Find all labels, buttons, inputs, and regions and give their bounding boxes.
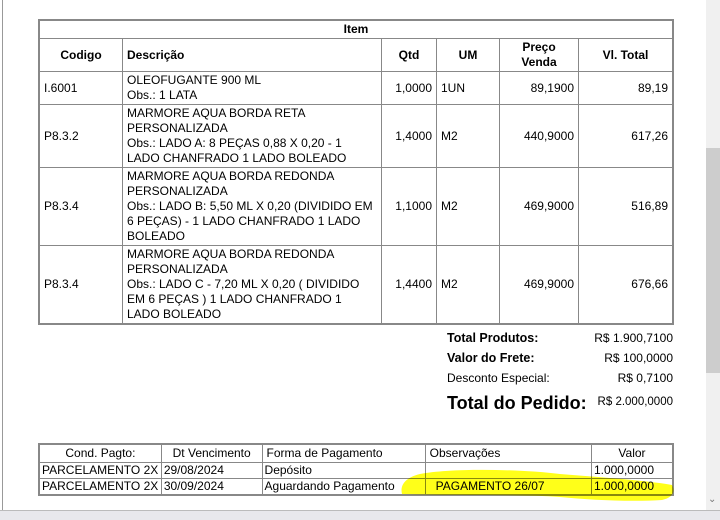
col-observacoes: Observações — [424, 443, 592, 463]
preco: 440,9000 — [499, 104, 579, 168]
total-produtos-value: R$ 1.900,7100 — [594, 331, 673, 345]
col-preco: Preço Venda — [499, 38, 579, 72]
preco: 469,9000 — [499, 245, 579, 325]
valor: 1.000,0000 — [590, 462, 674, 479]
qtd: 1,0000 — [381, 71, 437, 105]
frete-label: Valor do Frete: — [447, 351, 535, 365]
table-row: P8.3.4 MARMORE AQUA BORDA REDONDA PERSON… — [38, 167, 674, 246]
table-row: P8.3.2 MARMORE AQUA BORDA RETA PERSONALI… — [38, 104, 674, 168]
codigo: P8.3.4 — [38, 245, 123, 325]
total: 516,89 — [578, 167, 674, 246]
descricao-text: MARMORE AQUA BORDA REDONDA PERSONALIZADA — [127, 169, 334, 198]
valor: 1.000,0000 — [590, 478, 674, 496]
obs — [424, 462, 592, 479]
col-dt-vencimento: Dt Vencimento — [160, 443, 263, 463]
total-pedido: Total do Pedido: R$ 2.000,0000 — [447, 393, 673, 414]
venc: 30/09/2024 — [160, 478, 263, 496]
descricao: MARMORE AQUA BORDA REDONDA PERSONALIZADA… — [122, 245, 382, 325]
um: M2 — [436, 245, 500, 325]
qtd: 1,4400 — [381, 245, 437, 325]
col-descricao: Descrição — [122, 38, 382, 72]
col-total: Vl. Total — [578, 38, 674, 72]
cond: PARCELAMENTO 2X — [38, 462, 162, 479]
qtd: 1,1000 — [381, 167, 437, 246]
obs-text: Obs.: 1 LATA — [127, 88, 198, 102]
scroll-down-icon[interactable]: ⌄ — [708, 494, 717, 505]
items-table: Item Codigo Descrição Qtd UM Preço Venda… — [38, 19, 674, 325]
valor-frete: Valor do Frete: R$ 100,0000 — [447, 351, 673, 365]
preco: 469,9000 — [499, 167, 579, 246]
obs: PAGAMENTO 26/07 — [424, 478, 592, 496]
desconto-value: R$ 0,7100 — [617, 371, 673, 385]
qtd: 1,4000 — [381, 104, 437, 168]
col-valor: Valor — [590, 443, 674, 463]
total: 676,66 — [578, 245, 674, 325]
forma: Depósito — [261, 462, 426, 479]
um: M2 — [436, 167, 500, 246]
descricao: MARMORE AQUA BORDA REDONDA PERSONALIZADA… — [122, 167, 382, 246]
frete-value: R$ 100,0000 — [604, 351, 673, 365]
descricao-text: OLEOFUGANTE 900 ML — [127, 73, 262, 87]
obs-text: Obs.: LADO B: 5,50 ML X 0,20 (DIVIDIDO E… — [127, 199, 373, 243]
desconto-label: Desconto Especial: — [447, 371, 550, 385]
codigo: I.6001 — [38, 71, 123, 105]
col-cond-pagto: Cond. Pagto: — [38, 443, 162, 463]
total-produtos: Total Produtos: R$ 1.900,7100 — [447, 331, 673, 345]
um: 1UN — [436, 71, 500, 105]
table-row: I.6001 OLEOFUGANTE 900 ML Obs.: 1 LATA 1,… — [38, 71, 674, 105]
horizontal-scrollbar[interactable] — [0, 510, 720, 520]
total-pedido-value: R$ 2.000,0000 — [597, 396, 673, 408]
col-codigo: Codigo — [38, 38, 123, 72]
obs-text: Obs.: LADO C - 7,20 ML X 0,20 ( DIVIDIDO… — [127, 277, 360, 321]
descricao: MARMORE AQUA BORDA RETA PERSONALIZADA Obs… — [122, 104, 382, 168]
col-forma-pagamento: Forma de Pagamento — [261, 443, 426, 463]
forma: Aguardando Pagamento — [261, 478, 426, 496]
total-produtos-label: Total Produtos: — [447, 331, 539, 345]
total-pedido-label: Total do Pedido: — [447, 393, 587, 413]
cond: PARCELAMENTO 2X — [38, 478, 162, 496]
codigo: P8.3.4 — [38, 167, 123, 246]
items-table-title: Item — [38, 19, 674, 39]
payment-table: Cond. Pagto: Dt Vencimento Forma de Paga… — [38, 443, 674, 496]
page-border — [2, 0, 3, 510]
total: 89,19 — [578, 71, 674, 105]
descricao: OLEOFUGANTE 900 ML Obs.: 1 LATA — [122, 71, 382, 105]
total: 617,26 — [578, 104, 674, 168]
desconto-especial: Desconto Especial: R$ 0,7100 — [447, 371, 673, 385]
scrollbar-thumb[interactable] — [706, 148, 720, 373]
table-row: P8.3.4 MARMORE AQUA BORDA REDONDA PERSON… — [38, 245, 674, 325]
descricao-text: MARMORE AQUA BORDA RETA PERSONALIZADA — [127, 106, 305, 135]
um: M2 — [436, 104, 500, 168]
preco: 89,1900 — [499, 71, 579, 105]
codigo: P8.3.2 — [38, 104, 123, 168]
col-um: UM — [436, 38, 500, 72]
table-row: PARCELAMENTO 2X 29/08/2024 Depósito 1.00… — [38, 462, 674, 479]
descricao-text: MARMORE AQUA BORDA REDONDA PERSONALIZADA — [127, 247, 334, 276]
venc: 29/08/2024 — [160, 462, 263, 479]
col-qtd: Qtd — [381, 38, 437, 72]
obs-text: Obs.: LADO A: 8 PEÇAS 0,88 X 0,20 - 1 LA… — [127, 136, 347, 165]
table-row: PARCELAMENTO 2X 30/09/2024 Aguardando Pa… — [38, 478, 674, 496]
